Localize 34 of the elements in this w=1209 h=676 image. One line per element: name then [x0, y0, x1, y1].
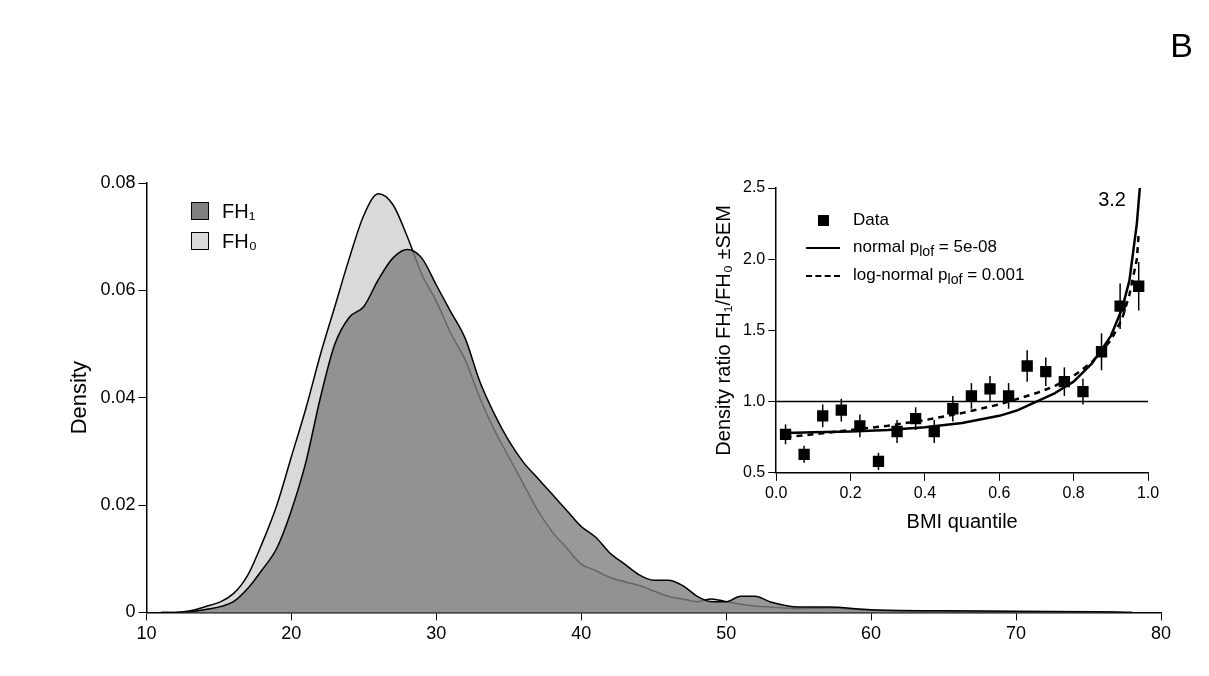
y-tick-label: 1.5: [742, 320, 766, 338]
x-tick-label: 30: [426, 623, 447, 644]
x-tick-label: 1.0: [1136, 483, 1160, 501]
legend-label: Data: [853, 210, 889, 230]
x-tick-label: 0.6: [988, 483, 1011, 501]
x-axis-title: BMI quantile: [906, 509, 1018, 532]
y-tick-label: 2.5: [742, 178, 766, 196]
x-tick-label: 0.2: [839, 483, 862, 501]
x-tick-label: 40: [571, 623, 592, 644]
annotation: 3.2: [1098, 187, 1126, 210]
x-tick-label: 0.4: [913, 483, 937, 501]
y-tick-label: 0.06: [100, 279, 136, 300]
text: B: [1170, 26, 1193, 65]
x-tick-label: 80: [1150, 623, 1172, 644]
x-tick-label: 70: [1006, 623, 1027, 644]
y-tick-label: 1.0: [742, 392, 766, 410]
x-tick-label: 20: [281, 623, 302, 644]
y-tick-label: 0.5: [742, 463, 766, 481]
x-tick-label: 50: [716, 623, 737, 644]
y-tick-label: 0.04: [100, 386, 136, 407]
y-tick-label: 0.08: [100, 171, 136, 192]
legend-label: FH₀: [222, 229, 257, 253]
x-tick-label: 0.8: [1062, 483, 1085, 501]
legend-label: log-normal p$_{lof}$ = 0.001: [853, 264, 1025, 288]
y-axis-title: Density: [66, 361, 92, 435]
x-tick-label: 0.0: [765, 483, 788, 501]
x-tick-label: 10: [136, 623, 157, 644]
legend-label: normal p$_{lof}$ = 5e-08: [853, 236, 997, 260]
x-tick-label: 60: [861, 623, 882, 644]
y-axis-title: Density ratio FH₁/FH₀ ±SEM: [711, 205, 734, 456]
y-tick-label: 0.02: [100, 494, 136, 515]
y-tick-label: 0: [125, 601, 136, 622]
y-tick-label: 2.0: [742, 249, 766, 267]
legend-label: FH₁: [222, 199, 256, 223]
